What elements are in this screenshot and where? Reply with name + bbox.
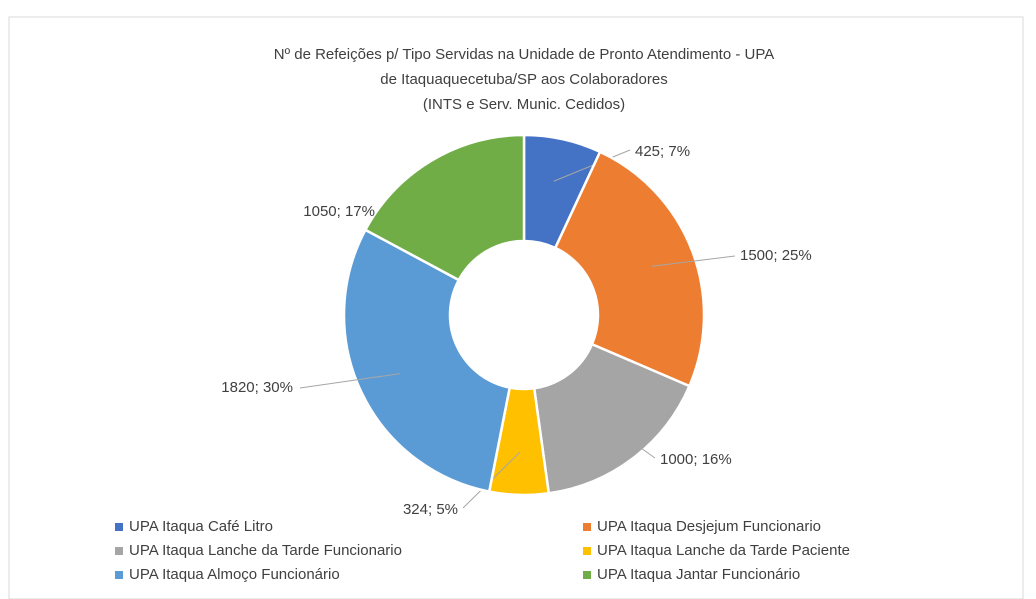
donut-slice <box>553 150 706 388</box>
legend-label: UPA Itaqua Lanche da Tarde Paciente <box>597 542 850 559</box>
data-label: 324; 5% <box>403 501 458 518</box>
data-label: 425; 7% <box>635 143 690 160</box>
data-label: 1000; 16% <box>660 451 732 468</box>
data-label: 1500; 25% <box>740 247 812 264</box>
legend-swatch <box>115 523 123 531</box>
data-label: 1050; 17% <box>303 203 375 220</box>
legend-label: UPA Itaqua Desjejum Funcionario <box>597 518 821 535</box>
legend-swatch <box>583 547 591 555</box>
chart-border <box>8 16 1024 599</box>
donut-slice <box>532 342 692 495</box>
leader-line <box>299 373 401 389</box>
legend-label: UPA Itaqua Lanche da Tarde Funcionario <box>129 542 402 559</box>
data-label: 1820; 30% <box>221 379 293 396</box>
legend-swatch <box>583 571 591 579</box>
legend-swatch <box>115 547 123 555</box>
legend-swatch <box>115 571 123 579</box>
leader-line <box>553 149 631 182</box>
chart-title: Nº de Refeições p/ Tipo Servidas na Unid… <box>274 46 775 63</box>
legend-label: UPA Itaqua Almoço Funcionário <box>129 566 340 583</box>
leader-line <box>606 423 656 459</box>
chart-title: (INTS e Serv. Munic. Cedidos) <box>423 96 625 113</box>
legend-label: UPA Itaqua Café Litro <box>129 518 273 535</box>
donut-slice <box>363 133 526 282</box>
legend-label: UPA Itaqua Jantar Funcionário <box>597 566 800 583</box>
legend-swatch <box>583 523 591 531</box>
donut-slice <box>342 228 512 494</box>
chart-title: de Itaquaquecetuba/SP aos Colaboradores <box>380 71 667 88</box>
leader-line <box>651 255 736 267</box>
